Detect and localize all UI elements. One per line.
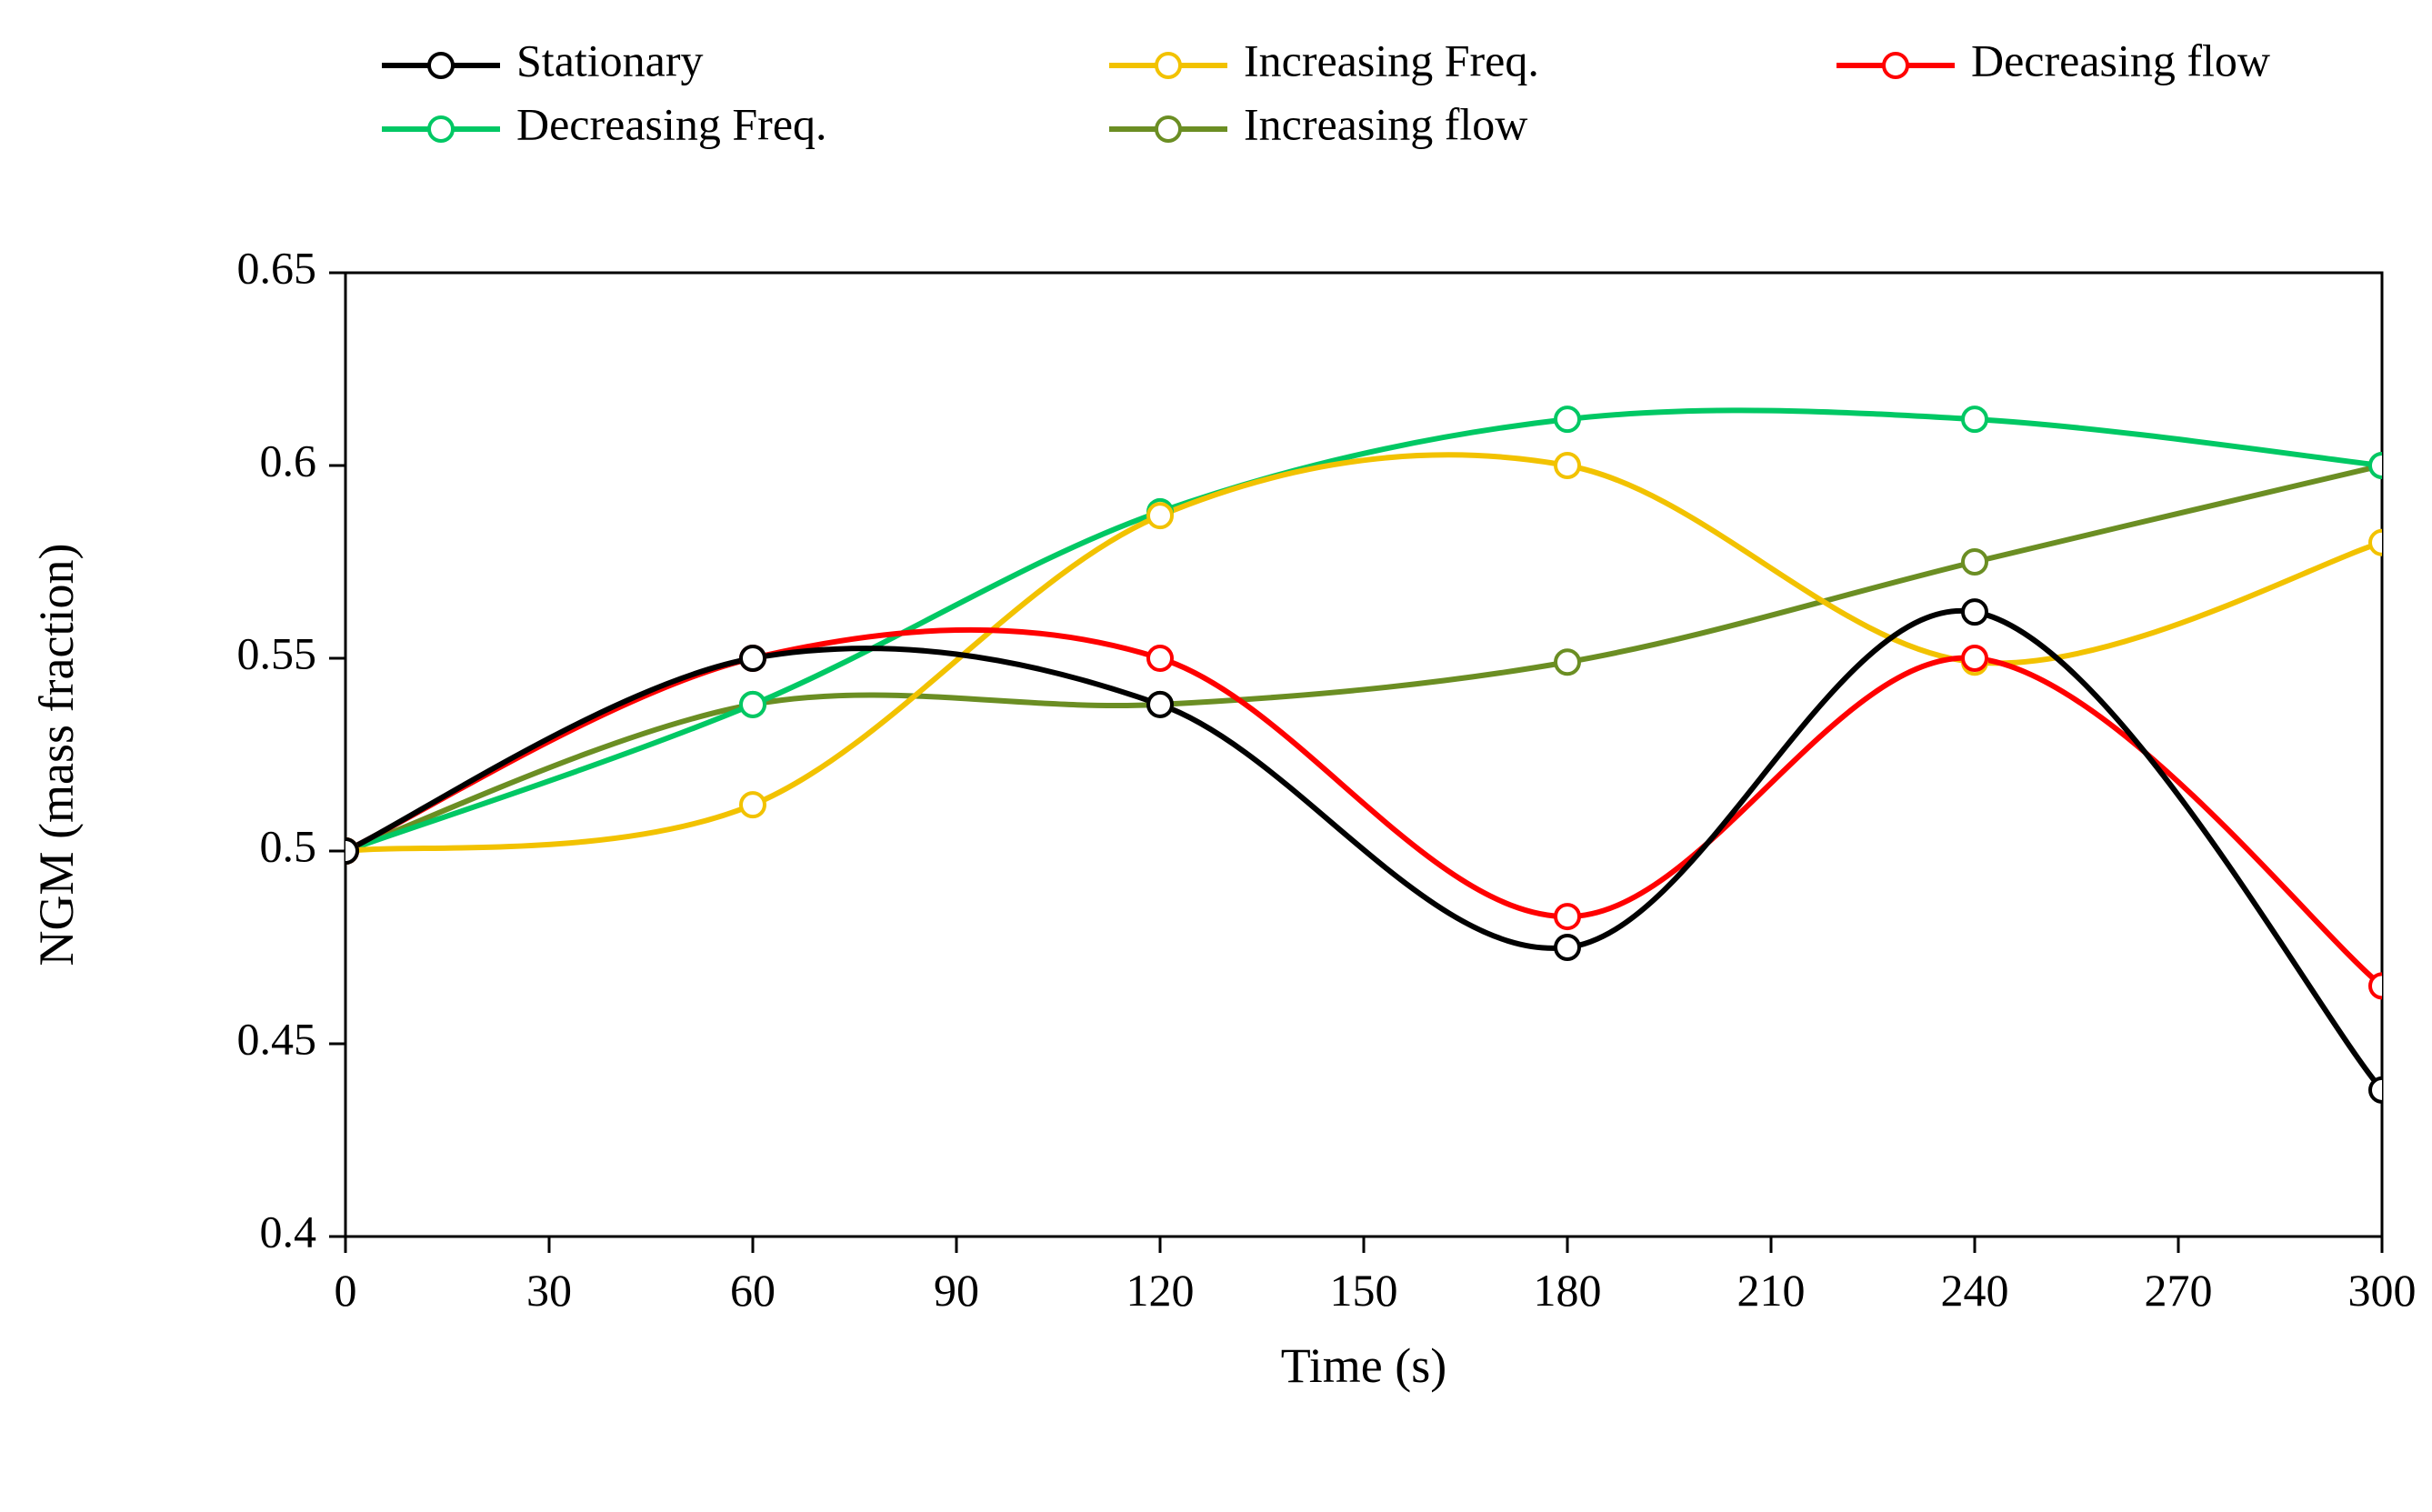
- x-tick-label: 0: [335, 1265, 357, 1316]
- legend-item: Increasing Freq.: [1109, 35, 1539, 85]
- plot-border: [345, 273, 2382, 1237]
- y-tick-label: 0.45: [237, 1013, 317, 1064]
- series-marker: [741, 793, 765, 816]
- legend-marker: [1884, 54, 1907, 77]
- chart-svg: Stationary Increasing Freq. Decreasing flo…: [0, 0, 2432, 1512]
- x-tick-label: 90: [934, 1265, 979, 1316]
- legend-item: Stationary: [382, 35, 704, 85]
- y-tick-label: 0.6: [260, 435, 317, 486]
- series-marker: [2370, 974, 2394, 997]
- legend-item: Decreasing flow: [1837, 35, 2270, 85]
- series-marker: [1148, 504, 1172, 527]
- series-marker: [2370, 1078, 2394, 1102]
- legend-label: Increasing Freq.: [1244, 35, 1539, 85]
- y-axis: 0.4 0.45 0.5 0.55 0.6 0.65 NGM (mass fraction): [29, 242, 345, 1257]
- x-tick-label: 180: [1534, 1265, 1602, 1316]
- series-line: [345, 630, 2382, 986]
- x-tick-label: 270: [2145, 1265, 2213, 1316]
- legend-label: Stationary: [516, 35, 704, 85]
- legend-marker: [1156, 54, 1180, 77]
- series-marker: [2370, 531, 2394, 555]
- series-marker: [1148, 646, 1172, 670]
- legend-label: Increasing flow: [1244, 98, 1527, 149]
- series-marker: [1556, 650, 1579, 674]
- series-marker: [2370, 454, 2394, 477]
- legend-label: Decreasing Freq.: [516, 98, 827, 149]
- series-marker: [741, 693, 765, 716]
- series-group: [334, 407, 2394, 1102]
- legend-item: Increasing flow: [1109, 98, 1527, 149]
- legend-marker: [1156, 117, 1180, 141]
- x-tick-label: 150: [1330, 1265, 1398, 1316]
- series-marker: [1963, 646, 1987, 670]
- x-axis: 0 30 60 90 120 150 180 210 240 270 300 Time (s): [335, 1237, 2417, 1393]
- x-tick-label: 300: [2348, 1265, 2417, 1316]
- series-line: [345, 611, 2382, 1090]
- legend-marker: [429, 117, 453, 141]
- y-tick-label: 0.4: [260, 1206, 317, 1257]
- series-line: [345, 455, 2382, 851]
- x-tick-label: 240: [1941, 1265, 2009, 1316]
- x-tick-label: 120: [1126, 1265, 1195, 1316]
- legend-item: Decreasing Freq.: [382, 98, 827, 149]
- legend-marker: [429, 54, 453, 77]
- series-line: [345, 466, 2382, 851]
- y-axis-title: NGM (mass fraction): [29, 544, 84, 966]
- legend: Stationary Increasing Freq. Decreasing flo…: [382, 35, 2270, 149]
- legend-label: Decreasing flow: [1971, 35, 2270, 85]
- series-marker: [1963, 407, 1987, 431]
- series-marker: [1963, 600, 1987, 624]
- x-axis-title: Time (s): [1281, 1338, 1447, 1393]
- line-chart: Stationary Increasing Freq. Decreasing flo…: [0, 0, 2432, 1512]
- series-marker: [1148, 693, 1172, 716]
- y-tick-label: 0.5: [260, 820, 317, 871]
- y-tick-label: 0.65: [237, 242, 317, 293]
- series-marker: [1556, 905, 1579, 928]
- series-marker: [1556, 454, 1579, 477]
- x-tick-label: 30: [526, 1265, 572, 1316]
- series-marker: [1556, 936, 1579, 959]
- x-tick-label: 60: [730, 1265, 776, 1316]
- series-marker: [741, 646, 765, 670]
- series-marker: [1963, 550, 1987, 574]
- y-tick-label: 0.55: [237, 627, 317, 678]
- series-line: [345, 410, 2382, 851]
- series-marker: [1556, 407, 1579, 431]
- x-tick-label: 210: [1737, 1265, 1806, 1316]
